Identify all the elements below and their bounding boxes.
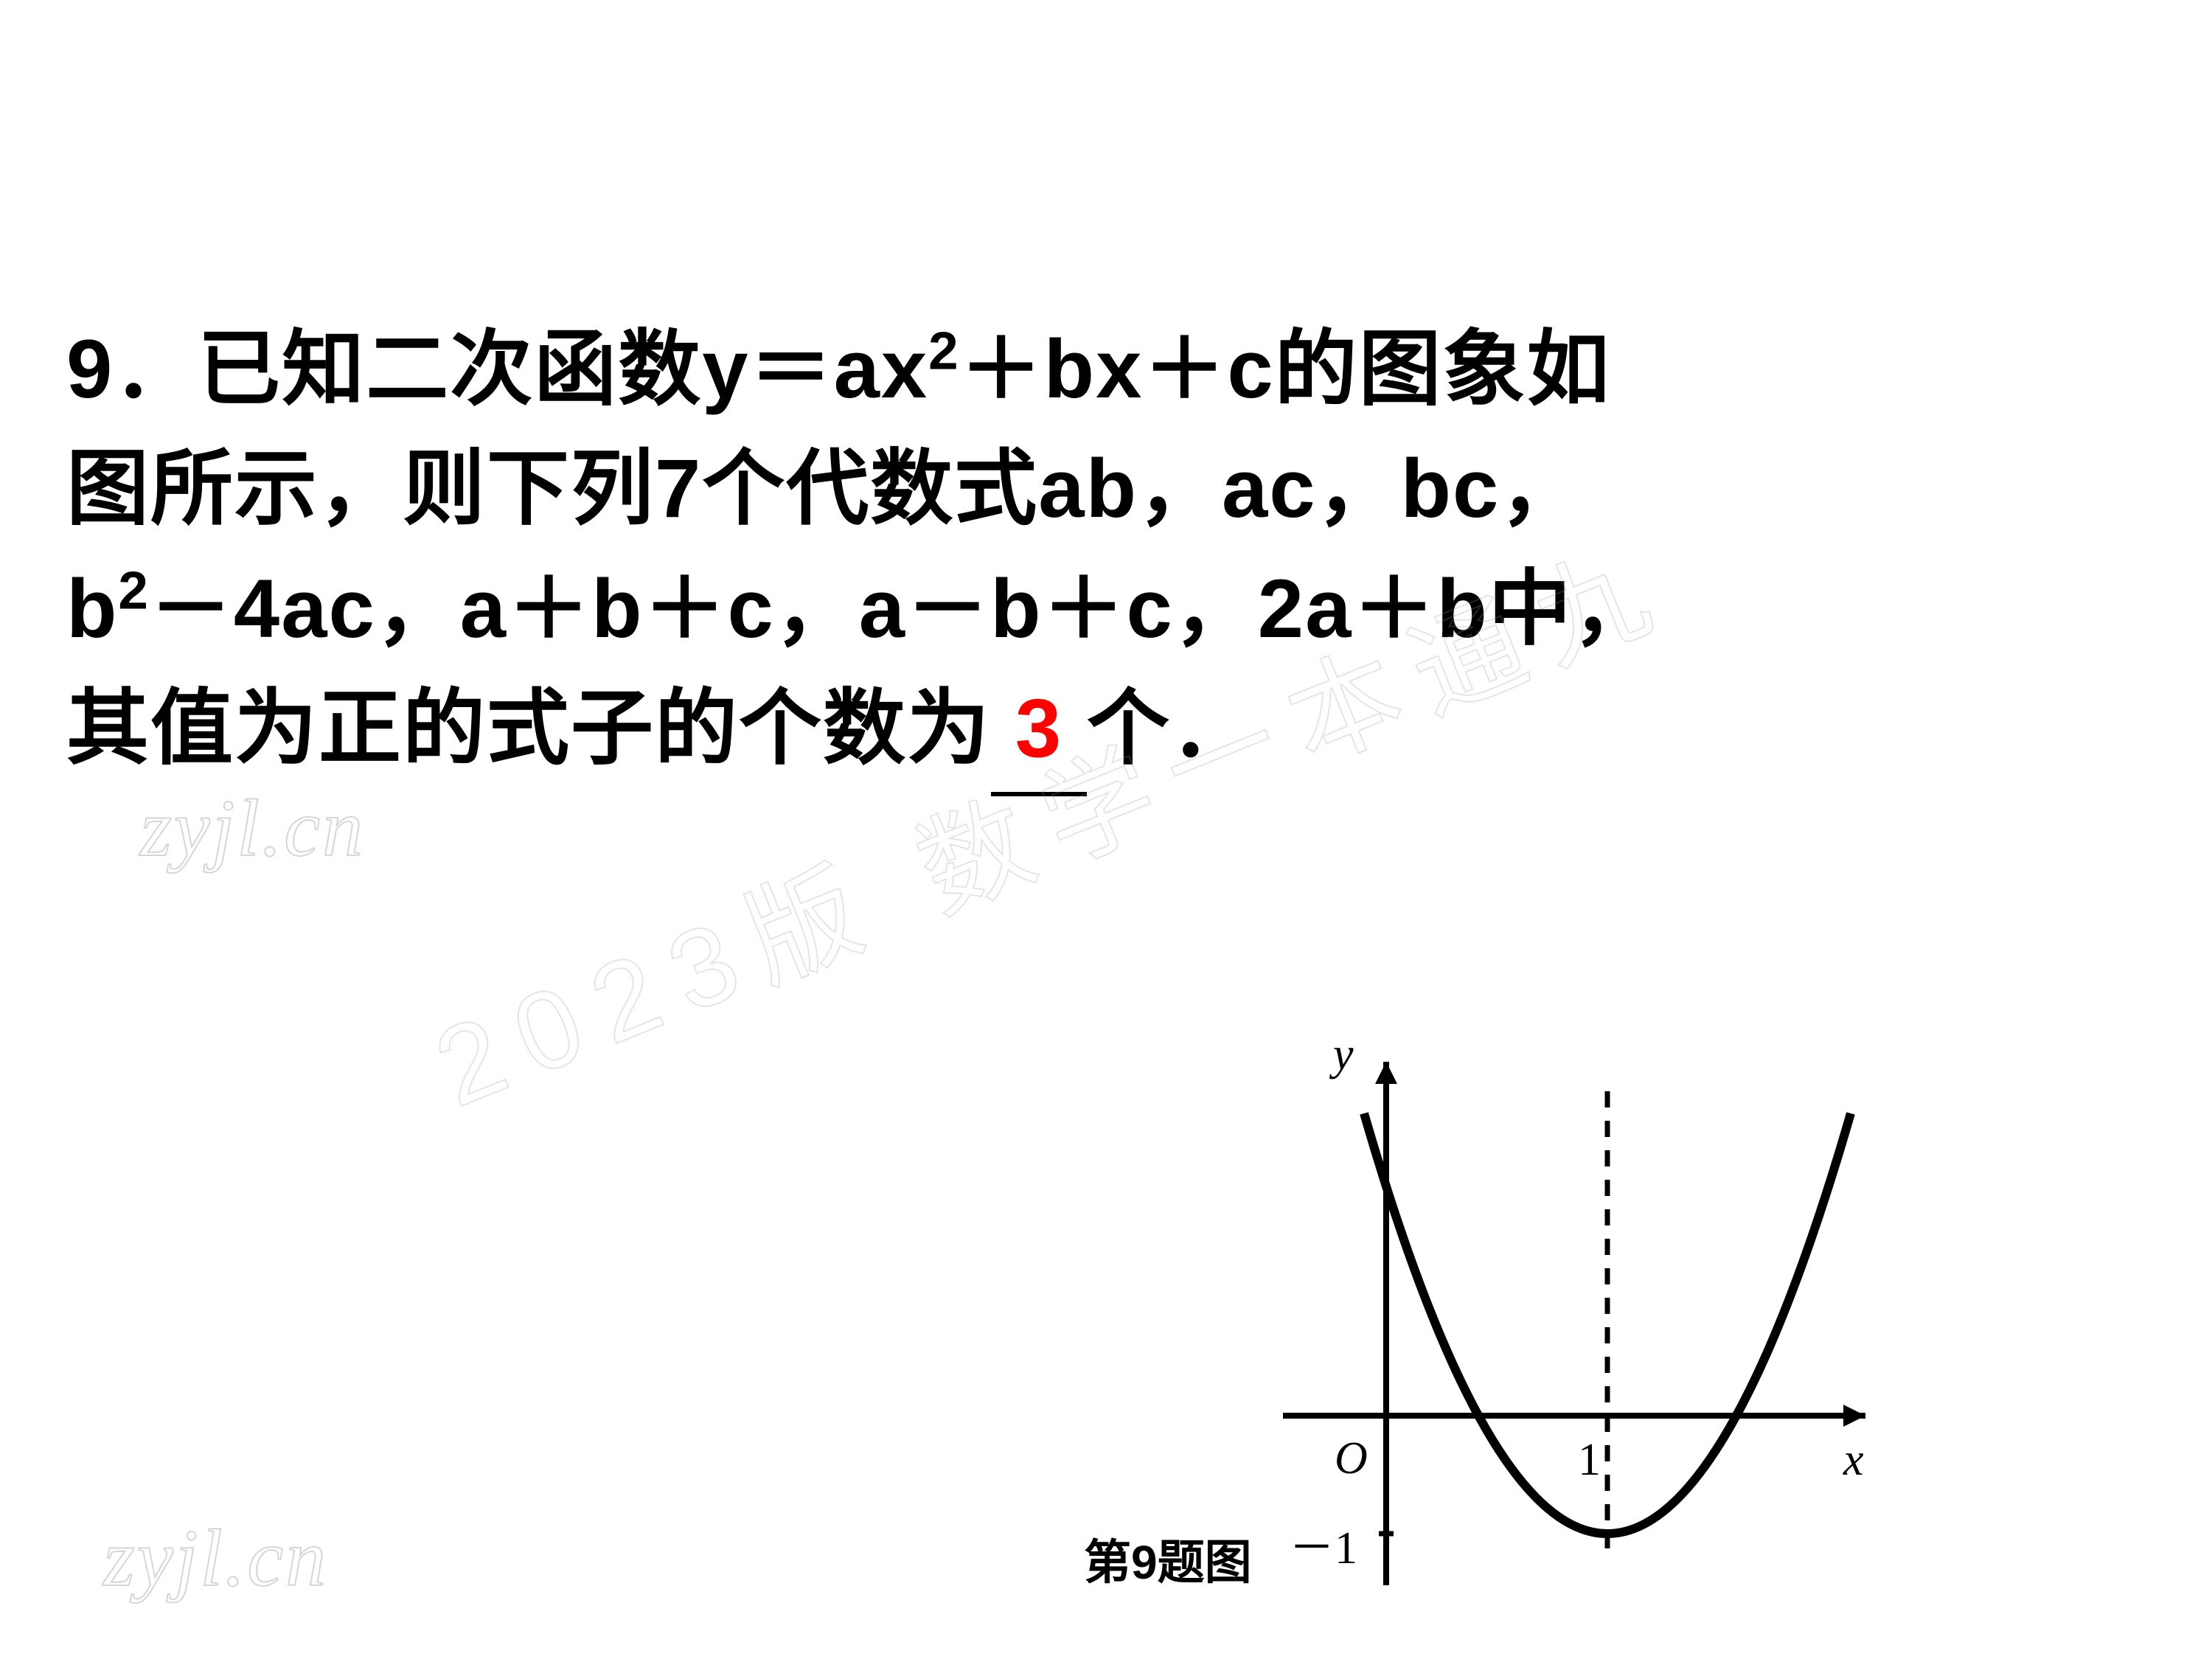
y-axis-arrow [1375,1062,1397,1084]
origin-label: O [1335,1433,1368,1484]
line2: 图所示，则下列7个代数式ab，ac，bc， [66,442,1584,535]
y-label: y [1329,1029,1354,1079]
line1-p2: ＋bx＋c的图象如 [960,323,1611,415]
line3-p1: b [66,563,118,655]
watermark-zyjl-1: zyjl.cn [140,782,365,875]
superscript-2: 2 [118,560,150,620]
superscript-1: 2 [928,321,960,381]
label-one: 1 [1578,1435,1601,1485]
line1-p1: ．已知二次函数y＝ax [114,323,928,415]
label-neg-one: －1 [1289,1523,1357,1573]
line4-p1: 其值为正的式子的个数为 [66,682,991,774]
watermark-zyjl-2: zyjl.cn [103,1512,328,1605]
parabola-curve [1364,1113,1851,1534]
x-axis-arrow [1843,1405,1865,1427]
figure-area: y x O 1 －1 第9题图 [1077,1018,1888,1622]
figure-caption: 第9题图 [1084,1525,1252,1593]
problem-number: 9 [66,323,114,415]
x-label: x [1843,1435,1864,1485]
